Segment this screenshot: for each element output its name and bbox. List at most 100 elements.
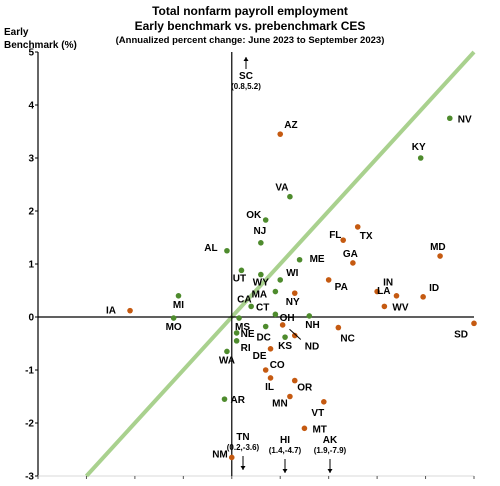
point-label-wv: WV <box>392 302 408 313</box>
point-label-ri: RI <box>241 343 251 354</box>
point-nh <box>306 313 313 319</box>
point-label-ar: AR <box>231 395 246 406</box>
point-label-ok: OK <box>246 210 262 221</box>
annotation-arrowhead-sc <box>243 57 249 61</box>
annotation-label-hi: HI <box>280 435 290 446</box>
y-tick-label: 1 <box>28 260 34 271</box>
point-ct <box>272 311 279 318</box>
point-wi <box>277 277 284 283</box>
point-la <box>393 293 400 299</box>
y-axis-label-line-1: Early <box>4 27 29 38</box>
point-mi <box>175 293 182 299</box>
point-label-me: ME <box>310 254 325 265</box>
point-label-pa: PA <box>335 282 348 293</box>
point-nc <box>335 324 342 331</box>
point-ia <box>127 307 133 314</box>
point-or <box>291 377 298 384</box>
point-label-mo: MO <box>166 322 182 333</box>
point-il <box>267 375 274 381</box>
annotation-arrowhead-ak <box>327 469 333 473</box>
point-ks <box>282 334 288 340</box>
point-label-ne: NE <box>241 329 255 340</box>
point-label-ia: IA <box>106 306 116 317</box>
point-ky <box>417 155 424 161</box>
point-label-de: DE <box>253 351 267 362</box>
y-tick-label: -2 <box>25 419 34 430</box>
annotation-value-sc: (0.8,5.2) <box>231 82 261 91</box>
point-label-dc: DC <box>256 333 270 344</box>
point-ms <box>236 315 242 321</box>
point-md <box>437 253 443 259</box>
point-label-nh: NH <box>305 320 319 331</box>
y-tick-label: 5 <box>28 48 34 59</box>
annotation-label-tn: TN <box>236 432 249 443</box>
point-label-fl: FL <box>329 230 341 241</box>
point-label-az: AZ <box>284 120 297 131</box>
point-nv <box>446 115 453 122</box>
annotation-value-hi: (1.4,-4.7) <box>269 446 302 455</box>
point-label-nv: NV <box>458 114 472 125</box>
point-label-md: MD <box>430 242 446 253</box>
point-ar <box>221 396 228 402</box>
point-label-ny: NY <box>286 297 300 308</box>
point-pa <box>325 277 332 283</box>
point-in <box>374 288 380 295</box>
point-label-wy: WY <box>253 278 269 289</box>
point-me <box>296 256 303 263</box>
point-label-oh: OH <box>280 313 295 324</box>
point-label-or: OR <box>297 383 313 394</box>
point-mt <box>301 425 308 432</box>
chart-title-block: Total nonfarm payroll employment Early b… <box>0 4 500 47</box>
point-label-mn: MN <box>272 399 288 410</box>
point-fl <box>340 237 347 243</box>
chart-title: Total nonfarm payroll employment <box>152 4 348 18</box>
point-label-in: IN <box>383 278 393 289</box>
y-axis-label: Early Benchmark (%) <box>4 26 77 52</box>
point-oh <box>279 322 286 328</box>
point-dc <box>262 323 269 330</box>
point-label-nm: NM <box>212 449 228 460</box>
point-label-il: IL <box>265 382 274 393</box>
point-label-ky: KY <box>412 142 426 153</box>
point-al <box>224 247 230 254</box>
point-wa <box>224 348 230 355</box>
point-vt <box>321 399 327 405</box>
annotation-label-ak: AK <box>323 435 338 446</box>
point-label-ca: CA <box>237 294 251 305</box>
point-ok <box>262 217 269 223</box>
point-nd <box>291 332 298 339</box>
point-label-mi: MI <box>173 300 184 311</box>
annotation-arrowhead-tn <box>240 466 246 470</box>
point-label-ks: KS <box>278 341 292 352</box>
point-label-ga: GA <box>343 249 358 260</box>
point-label-sd: SD <box>454 329 468 340</box>
reference-line-45deg <box>84 50 476 478</box>
annotation-arrowhead-hi <box>282 469 288 473</box>
point-id <box>420 294 426 300</box>
point-tx <box>354 224 361 230</box>
annotation-label-sc: SC <box>239 71 253 82</box>
point-label-nj: NJ <box>253 226 266 237</box>
point-label-co: CO <box>270 360 285 371</box>
point-label-al: AL <box>204 243 217 254</box>
point-ga <box>350 260 356 266</box>
y-axis-label-line-2: Benchmark (%) <box>4 40 77 51</box>
point-label-wi: WI <box>286 268 298 279</box>
point-label-va: VA <box>275 183 288 194</box>
point-wv <box>381 303 388 310</box>
point-label-ct: CT <box>256 302 269 313</box>
point-label-ma: MA <box>252 290 268 301</box>
point-nm <box>228 454 235 461</box>
y-tick-label: 3 <box>28 154 34 165</box>
point-co <box>262 367 269 373</box>
point-de <box>267 346 274 352</box>
point-sd <box>471 320 477 327</box>
point-mo <box>170 315 177 321</box>
point-ne <box>233 330 240 336</box>
point-label-tx: TX <box>360 231 373 242</box>
point-label-nd: ND <box>305 342 319 353</box>
point-label-ms: MS <box>235 322 250 333</box>
point-nj <box>258 240 264 246</box>
point-mn <box>287 393 293 400</box>
